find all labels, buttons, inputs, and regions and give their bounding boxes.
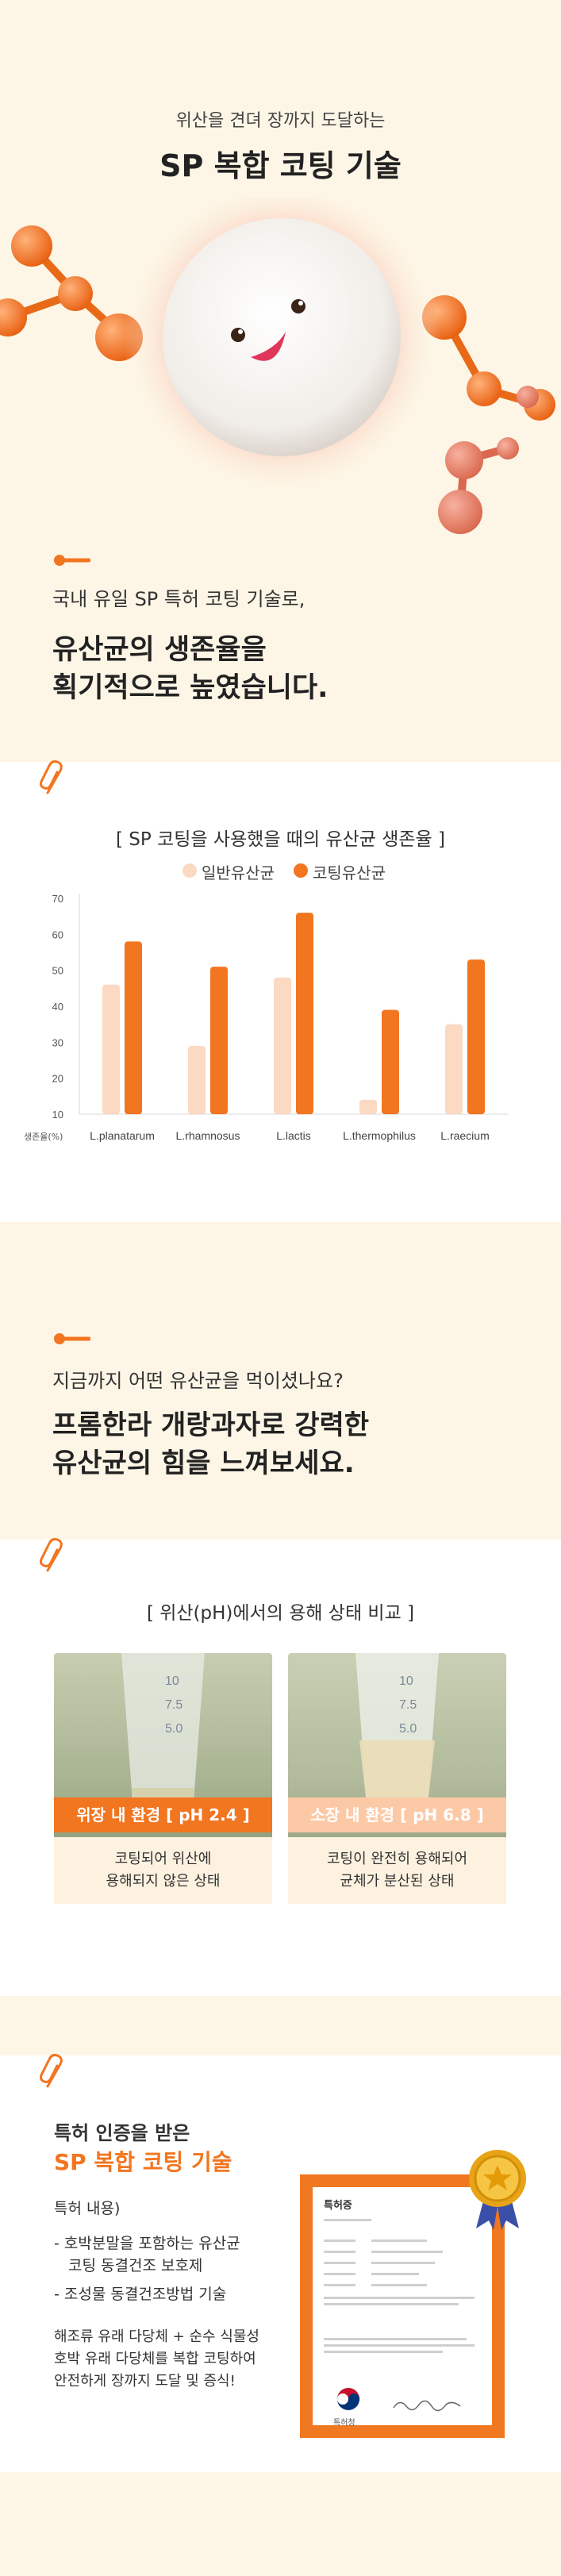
gold-medal-icon [469,2150,526,2230]
patent-summary-line3: 안전하게 장까지 도달 및 증식! [54,2373,236,2390]
bar-general [274,977,291,1114]
cert-issuer: 특허청 [333,2419,355,2428]
chart-caption: [ SP 코팅을 사용했을 때의 유산균 생존율 ] [116,829,445,850]
y-tick-label: 10 [52,1109,63,1121]
ph-desc-neutral: 코팅이 완전히 용해되어 균체가 분산된 상태 [288,1837,506,1904]
molecule-right-icon [422,295,555,534]
probiotic-illustration [0,198,555,534]
survival-bar-chart: 10 20 30 40 50 60 70 생존율(%) L.planatarum L.rhamno… [24,893,508,1142]
tube-mark-75: 7.5 [399,1698,417,1712]
intro-headline-line2: 획기적으로 높였습니다. [52,672,329,704]
hero-subtitle: 위산을 견뎌 장까지 도달하는 [175,111,386,131]
cert-text-lines [324,2219,475,2353]
x-tick-label: L.lactis [276,1129,311,1142]
bar-general [445,1024,463,1114]
ph-caption: [ 위산(pH)에서의 용해 상태 비교 ] [146,1603,415,1624]
ph-desc-neutral-line1: 코팅이 완전히 용해되어 [326,1851,468,1867]
bar-coated [467,959,485,1114]
ph-label-acidic: 위장 내 환경 [ pH 2.4 ] [54,1797,272,1832]
ph-desc-acidic-line2: 용해되지 않은 상태 [106,1873,221,1890]
y-axis-label: 생존율(%) [24,1132,63,1142]
y-tick-label: 50 [52,965,63,977]
patent-certificate: 특허증 특허청 [300,2174,505,2438]
bar-general [102,984,120,1114]
cert-title: 특허증 [324,2200,352,2212]
chart-legend: 일반유산균 코팅유산균 [183,860,405,882]
patent-item1-line2: 코팅 동결건조 보호제 [68,2257,203,2274]
tube-mark-10: 10 [399,1674,413,1688]
x-tick-label: L.raecium [440,1129,489,1142]
section2-lead: 지금까지 어떤 유산균을 먹이셨나요? [52,1370,344,1392]
tube-mark-50: 5.0 [399,1722,417,1736]
molecule-left-icon [0,225,143,361]
patent-item2: - 조성물 동결건조방법 기술 [54,2286,227,2303]
ph-desc-neutral-line2: 균체가 분산된 상태 [340,1873,455,1890]
legend-dot-coated [294,863,308,878]
legend-label-coated: 코팅유산균 [313,863,386,882]
tube-mark-10: 10 [165,1674,179,1688]
tube-mark-75: 7.5 [165,1698,183,1712]
dash-dot-icon [54,1333,90,1344]
section2-headline-line1: 프롬한라 개랑과자로 강력한 [52,1409,370,1441]
y-tick-label: 20 [52,1073,63,1085]
legend-dot-general [183,863,197,878]
korea-emblem-icon [336,2387,360,2411]
tube-mark-50: 5.0 [165,1722,183,1736]
bar-coated [296,913,313,1114]
y-tick-label: 30 [52,1036,63,1048]
cert-signature-icon [393,2400,461,2412]
bar-coated [210,967,228,1114]
patent-lead: 특허 인증을 받은 [54,2122,190,2144]
ph-desc-acidic-line1: 코팅되어 위산에 [114,1851,212,1867]
section2-headline-line2: 유산균의 힘을 느껴보세요. [52,1448,355,1479]
x-tick-label: L.thermophilus [343,1129,416,1142]
paperclip-icon [40,2054,63,2088]
intro-headline-line1: 유산균의 생존율을 [52,634,267,666]
bar-general [188,1045,206,1114]
dash-dot-icon [54,555,90,566]
legend-label-general: 일반유산균 [202,863,275,882]
paperclip-icon [40,760,63,794]
patent-headline: SP 복합 코팅 기술 [54,2149,232,2175]
hero-title: SP 복합 코팅 기술 [159,148,402,183]
y-tick-label: 70 [52,893,63,905]
ph-desc-acidic: 코팅되어 위산에 용해되지 않은 상태 [54,1837,272,1904]
ph-label-neutral: 소장 내 환경 [ pH 6.8 ] [288,1797,506,1832]
patent-content-title: 특허 내용) [54,2200,121,2217]
y-tick-label: 40 [52,1001,63,1013]
intro-lead: 국내 유일 SP 특허 코팅 기술로, [52,588,305,610]
x-tick-label: L.planatarum [90,1129,155,1142]
bar-general [359,1099,377,1114]
bar-coated [125,941,142,1114]
patent-item1-line1: - 호박분말을 포함하는 유산균 [54,2235,240,2252]
patent-summary-line2: 호박 유래 다당체를 복합 코팅하여 [54,2351,256,2367]
mascot-face-icon [231,299,305,361]
bar-coated [382,1009,399,1114]
x-tick-label: L.rhamnosus [176,1129,240,1142]
patent-summary-line1: 해조류 유래 다당체 + 순수 식물성 [54,2328,259,2345]
y-tick-label: 60 [52,929,63,940]
paperclip-icon [40,1538,63,1572]
